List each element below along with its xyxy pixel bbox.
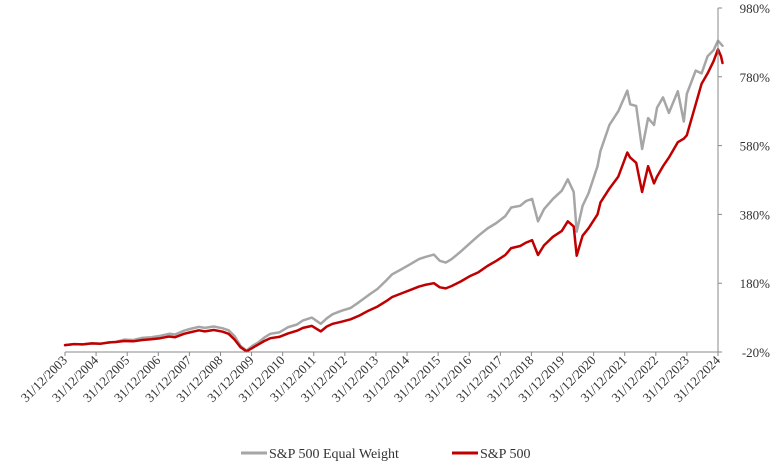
y-tick-label: 180% xyxy=(740,276,771,291)
y-tick-label: 980% xyxy=(740,1,771,16)
y-tick-label: 780% xyxy=(740,70,771,85)
y-tick-label: 580% xyxy=(740,139,771,154)
legend-label-sp500-equal-weight: S&P 500 Equal Weight xyxy=(269,447,399,462)
legend: S&P 500 Equal Weight S&P 500 xyxy=(241,447,530,462)
legend-label-sp500: S&P 500 xyxy=(480,447,530,462)
series-line-sp500 xyxy=(63,48,724,353)
axis-layer: -20%180%380%580%780%980%31/12/200331/12/… xyxy=(18,1,771,405)
y-tick-label: -20% xyxy=(742,345,770,360)
series-line-sp500-equal-weight xyxy=(63,39,724,352)
series-layer xyxy=(63,39,724,353)
y-tick-label: 380% xyxy=(740,207,771,222)
